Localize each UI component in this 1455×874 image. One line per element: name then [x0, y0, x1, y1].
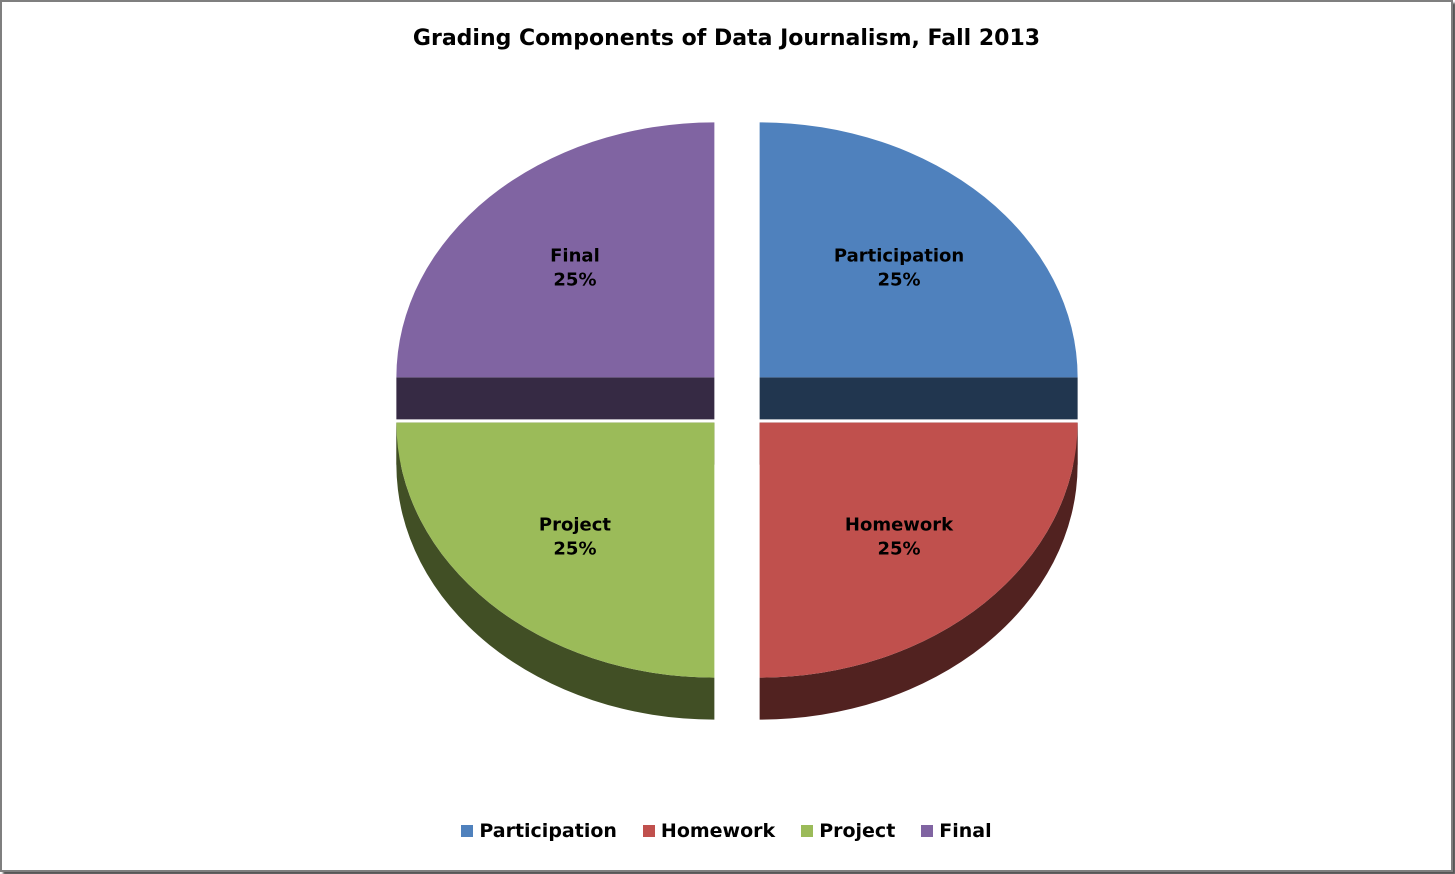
slice-label-value-homework: 25% [877, 538, 920, 559]
legend-swatch-participation [461, 825, 474, 837]
slice-label-name-final: Final [550, 246, 600, 267]
slice-outer-wall-project-0 [396, 422, 715, 720]
legend-item-homework: Homework [642, 820, 776, 842]
legend-swatch-project [801, 825, 814, 837]
slice-homework [759, 422, 1078, 678]
pie-tops [396, 122, 1078, 678]
legend: Participation Homework Project Final [0, 820, 1453, 842]
slice-label-name-project: Project [539, 514, 611, 535]
legend-item-project: Project [801, 820, 895, 842]
slice-label-value-participation: 25% [877, 270, 920, 291]
slice-wall-final-0 [396, 377, 715, 420]
legend-label-final: Final [939, 820, 992, 842]
slice-label-name-homework: Homework [845, 514, 954, 535]
slice-project [396, 422, 715, 678]
slice-label-name-participation: Participation [834, 246, 964, 267]
legend-label-project: Project [819, 820, 896, 842]
slice-label-value-final: 25% [553, 270, 596, 291]
slice-participation [759, 122, 1078, 378]
legend-swatch-homework [642, 825, 655, 837]
slice-wall-participation-1 [759, 377, 1078, 420]
slice-final [396, 122, 715, 378]
legend-item-final: Final [921, 820, 992, 842]
legend-label-participation: Participation [479, 820, 617, 842]
legend-swatch-final [921, 825, 934, 837]
pie-labels: Participation 25% Homework 25% Project 25% Fin… [539, 246, 964, 560]
chart-title: Grading Components of Data Journalism, F… [412, 26, 1041, 51]
legend-label-homework: Homework [660, 820, 776, 842]
slice-label-value-project: 25% [553, 538, 596, 559]
slice-outer-wall-homework-0 [759, 422, 1078, 720]
legend-item-participation: Participation [461, 820, 617, 842]
